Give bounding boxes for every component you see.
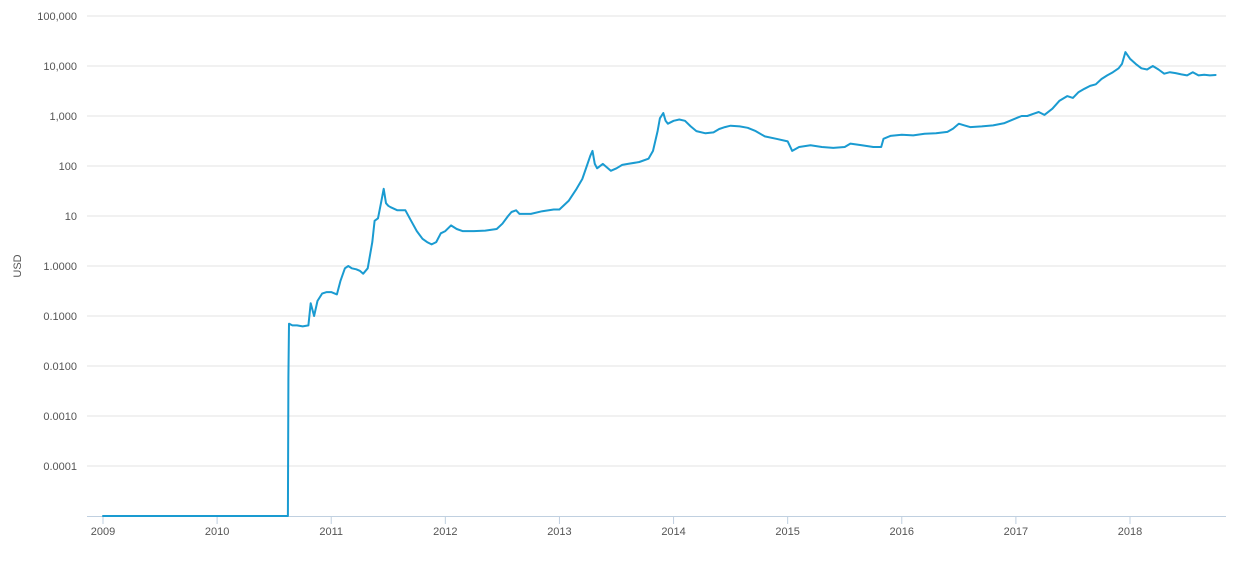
y-tick-label: 1,000: [49, 111, 77, 123]
x-tick-label: 2010: [205, 526, 229, 538]
x-tick-label: 2015: [775, 526, 799, 538]
y-tick-label: 0.0001: [43, 461, 77, 473]
y-tick-label: 100,000: [37, 11, 77, 23]
x-tick-label: 2016: [890, 526, 914, 538]
grid-lines: [87, 15, 1226, 467]
x-tick-label: 2011: [319, 526, 343, 538]
y-axis-title: USD: [12, 254, 24, 277]
y-axis-ticks: 0.0001 0.0010 0.0100 0.1000 1.0000 10 100 1,000…: [37, 11, 77, 473]
x-tick-label: 2018: [1118, 526, 1142, 538]
y-tick-label: 10,000: [43, 61, 77, 73]
y-tick-label: 100: [59, 161, 77, 173]
y-tick-label: 0.0100: [43, 361, 77, 373]
y-tick-label: 0.1000: [43, 311, 77, 323]
x-tick-label: 2012: [433, 526, 457, 538]
series-line-0: [102, 51, 1217, 517]
series-layer: [102, 51, 1217, 517]
y-tick-label: 10: [65, 211, 77, 223]
x-tick-label: 2017: [1004, 526, 1028, 538]
y-tick-label: 0.0010: [43, 411, 77, 423]
y-tick-label: 1.0000: [43, 261, 77, 273]
x-tick-label: 2009: [91, 526, 115, 538]
x-tick-label: 2013: [547, 526, 571, 538]
x-axis-ticks: 2009 2010 2011 2012 2013 2014 2015 2016 2017 2018: [91, 516, 1142, 538]
x-tick-label: 2014: [661, 526, 685, 538]
